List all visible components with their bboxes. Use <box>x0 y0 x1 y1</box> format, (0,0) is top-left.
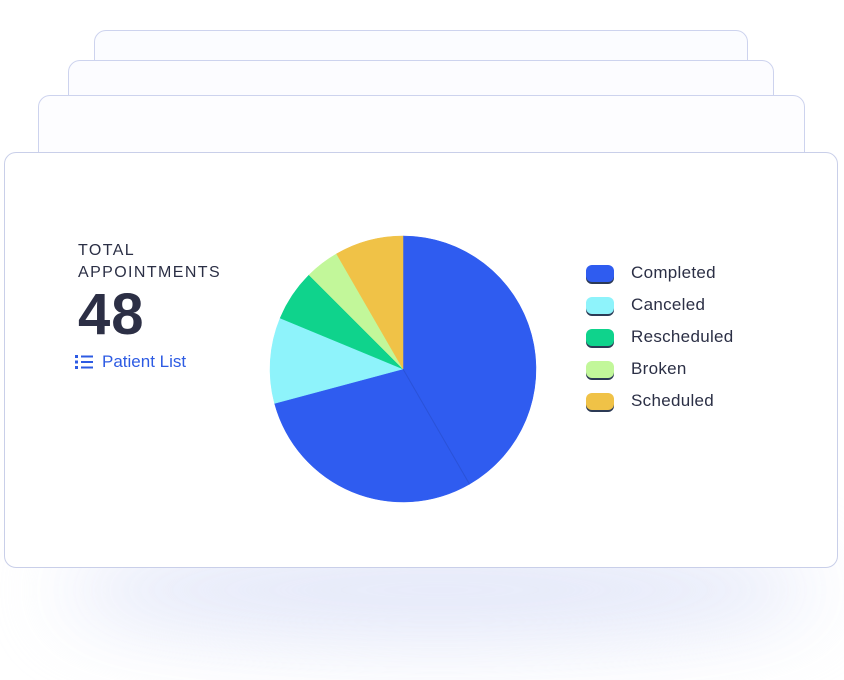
pie-slice-completed-0 <box>402 235 537 485</box>
patient-list-link[interactable]: Patient List <box>74 352 186 372</box>
pie-svg <box>269 235 537 503</box>
legend-item-completed: Completed <box>586 257 734 289</box>
legend-item-canceled: Canceled <box>586 289 734 321</box>
legend-swatch-completed <box>586 264 614 282</box>
legend-item-scheduled: Scheduled <box>586 385 734 417</box>
legend-label: Completed <box>631 263 716 282</box>
total-appointments-label: TOTAL APPOINTMENTS <box>78 240 258 284</box>
legend-label: Scheduled <box>631 391 715 410</box>
total-appointments-value: 48 <box>78 282 145 347</box>
legend-label: Broken <box>631 359 687 378</box>
pie-slice-divider <box>402 368 470 485</box>
chart-legend: Completed Canceled Rescheduled Broken Schedu… <box>586 257 734 417</box>
pie-slice-scheduled-5 <box>336 235 404 370</box>
legend-label: Canceled <box>631 295 706 314</box>
legend-swatch-rescheduled <box>586 328 614 346</box>
list-icon <box>74 353 94 371</box>
pie-slice-canceled-2 <box>269 317 404 404</box>
legend-swatch-canceled <box>586 296 614 314</box>
appointments-pie-chart <box>268 234 538 504</box>
legend-item-rescheduled: Rescheduled <box>586 321 734 353</box>
total-label-line1: TOTAL <box>78 242 136 259</box>
patient-list-label: Patient List <box>102 352 187 371</box>
legend-item-broken: Broken <box>586 353 734 385</box>
pie-slice-completed-1 <box>274 368 470 503</box>
total-label-line2: APPOINTMENTS <box>78 264 222 281</box>
legend-swatch-broken <box>586 360 614 378</box>
legend-swatch-scheduled <box>586 392 614 410</box>
legend-label: Rescheduled <box>631 327 734 346</box>
